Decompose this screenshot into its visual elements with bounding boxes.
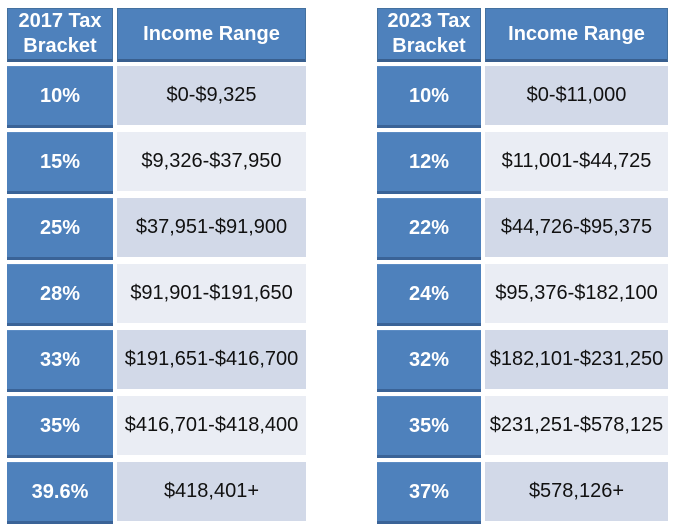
bracket-rate-cell: 10%: [7, 66, 113, 128]
income-range-cell: $578,126+: [485, 462, 668, 524]
column-header-bracket-2017: 2017 Tax Bracket: [7, 8, 113, 62]
income-range-cell: $182,101-$231,250: [485, 330, 668, 392]
bracket-rate-cell: 24%: [377, 264, 481, 326]
bracket-rate-cell: 35%: [377, 396, 481, 458]
bracket-rate-cell: 28%: [7, 264, 113, 326]
income-range-cell: $191,651-$416,700: [117, 330, 306, 392]
income-range-cell: $37,951-$91,900: [117, 198, 306, 260]
bracket-rate-cell: 25%: [7, 198, 113, 260]
bracket-rate-cell: 33%: [7, 330, 113, 392]
income-range-cell: $0-$9,325: [117, 66, 306, 128]
tax-table-2023: 2023 Tax Bracket Income Range 10% $0-$11…: [377, 8, 668, 524]
income-range-cell: $91,901-$191,650: [117, 264, 306, 326]
column-header-income-range: Income Range: [117, 8, 306, 62]
income-range-cell: $231,251-$578,125: [485, 396, 668, 458]
income-range-cell: $9,326-$37,950: [117, 132, 306, 194]
income-range-cell: $0-$11,000: [485, 66, 668, 128]
bracket-rate-cell: 10%: [377, 66, 481, 128]
bracket-rate-cell: 15%: [7, 132, 113, 194]
column-header-income-range: Income Range: [485, 8, 668, 62]
column-header-bracket-2023: 2023 Tax Bracket: [377, 8, 481, 62]
income-range-cell: $44,726-$95,375: [485, 198, 668, 260]
bracket-rate-cell: 12%: [377, 132, 481, 194]
income-range-cell: $95,376-$182,100: [485, 264, 668, 326]
income-range-cell: $418,401+: [117, 462, 306, 524]
tax-table-2017: 2017 Tax Bracket Income Range 10% $0-$9,…: [7, 8, 306, 524]
bracket-rate-cell: 37%: [377, 462, 481, 524]
income-range-cell: $416,701-$418,400: [117, 396, 306, 458]
bracket-rate-cell: 22%: [377, 198, 481, 260]
bracket-rate-cell: 39.6%: [7, 462, 113, 524]
income-range-cell: $11,001-$44,725: [485, 132, 668, 194]
bracket-rate-cell: 35%: [7, 396, 113, 458]
bracket-rate-cell: 32%: [377, 330, 481, 392]
